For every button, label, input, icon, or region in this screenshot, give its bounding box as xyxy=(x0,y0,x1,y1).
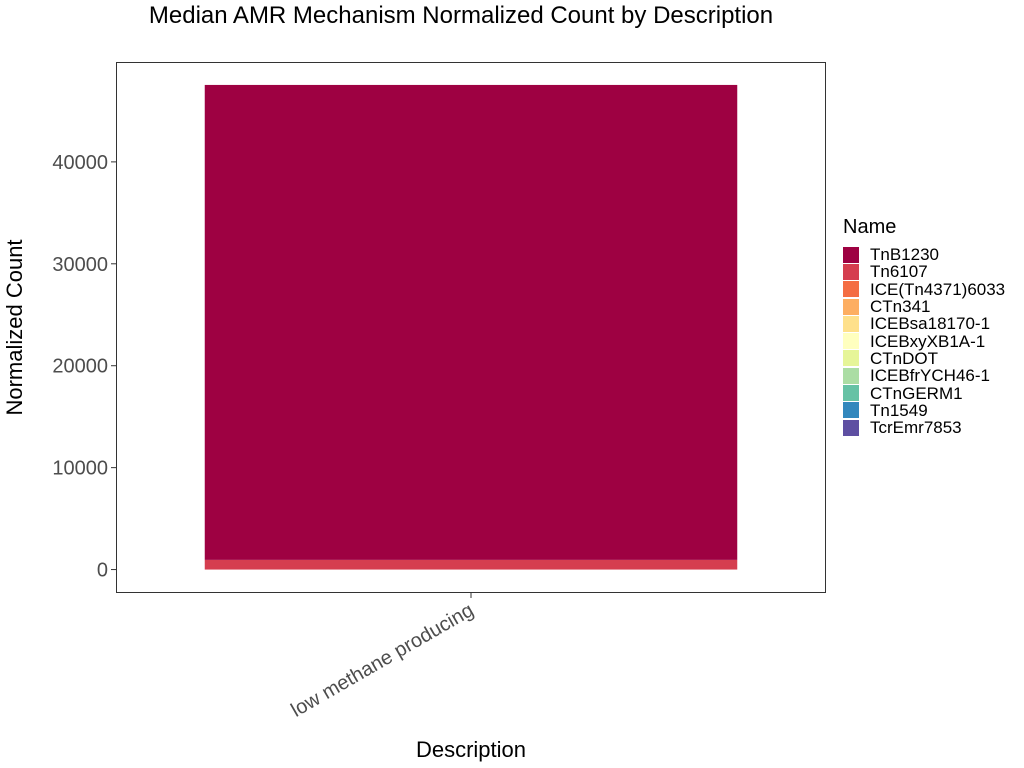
legend-item: Tn6107 xyxy=(843,263,1005,280)
y-axis-title: Normalized Count xyxy=(2,239,27,415)
legend-swatch xyxy=(843,419,859,436)
legend-swatch xyxy=(843,367,859,384)
legend-item: TnB1230 xyxy=(843,246,1005,263)
legend-label: ICEBsa18170-1 xyxy=(870,314,991,334)
y-tick-label: 20000 xyxy=(52,356,108,378)
legend-label: CTn341 xyxy=(870,297,931,317)
legend-label: ICEBfrYCH46-1 xyxy=(870,366,990,386)
legend-swatch xyxy=(843,246,859,263)
legend-items: TnB1230 Tn6107 ICE(Tn4371)6033 CTn341 ICEBsa… xyxy=(843,246,1005,436)
legend-swatch xyxy=(843,385,859,402)
legend-swatch xyxy=(843,315,859,332)
legend: Name TnB1230 Tn6107 ICE(Tn4371)6033 CTn341 I… xyxy=(843,216,1005,436)
y-tick-label: 40000 xyxy=(52,152,108,174)
legend-label: CTnDOT xyxy=(870,348,938,368)
legend-swatch xyxy=(843,298,859,315)
legend-label: TnB1230 xyxy=(870,245,939,265)
legend-label: ICE(Tn4371)6033 xyxy=(870,279,1006,299)
legend-item: CTnDOT xyxy=(843,350,1005,367)
plot-panel xyxy=(116,62,826,593)
y-tick-label: 10000 xyxy=(52,458,108,480)
chart-title: Median AMR Mechanism Normalized Count by… xyxy=(148,2,774,29)
legend-item: CTn341 xyxy=(843,298,1005,315)
y-tick-label: 0 xyxy=(97,560,108,582)
legend-item: ICEBxyXB1A-1 xyxy=(843,331,1005,351)
legend-item: ICEBfrYCH46-1 xyxy=(843,367,1005,384)
legend-item: Tn1549 xyxy=(843,402,1005,419)
legend-swatch xyxy=(843,263,859,280)
legend-label: TcrEmr7853 xyxy=(870,418,962,438)
y-tick-label: 30000 xyxy=(52,254,108,276)
x-axis-title: Description xyxy=(416,737,526,762)
legend-label: ICEBxyXB1A-1 xyxy=(870,331,986,351)
legend-label: Tn1549 xyxy=(870,400,928,420)
legend-label: CTnGERM1 xyxy=(870,383,963,403)
legend-swatch xyxy=(843,350,859,367)
legend-swatch xyxy=(843,281,859,298)
legend-title: Name xyxy=(843,216,897,238)
legend-item: CTnGERM1 xyxy=(843,383,1005,403)
legend-item: TcrEmr7853 xyxy=(843,419,1005,436)
bar-tnb1230 xyxy=(204,84,738,560)
legend-label: Tn6107 xyxy=(870,262,928,282)
bar-tn6107 xyxy=(204,559,738,570)
legend-swatch xyxy=(843,333,859,350)
legend-item: ICEBsa18170-1 xyxy=(843,315,1005,332)
legend-item: ICE(Tn4371)6033 xyxy=(843,281,1005,298)
legend-swatch xyxy=(843,402,859,419)
x-tick-label: low methane producing xyxy=(287,599,477,721)
